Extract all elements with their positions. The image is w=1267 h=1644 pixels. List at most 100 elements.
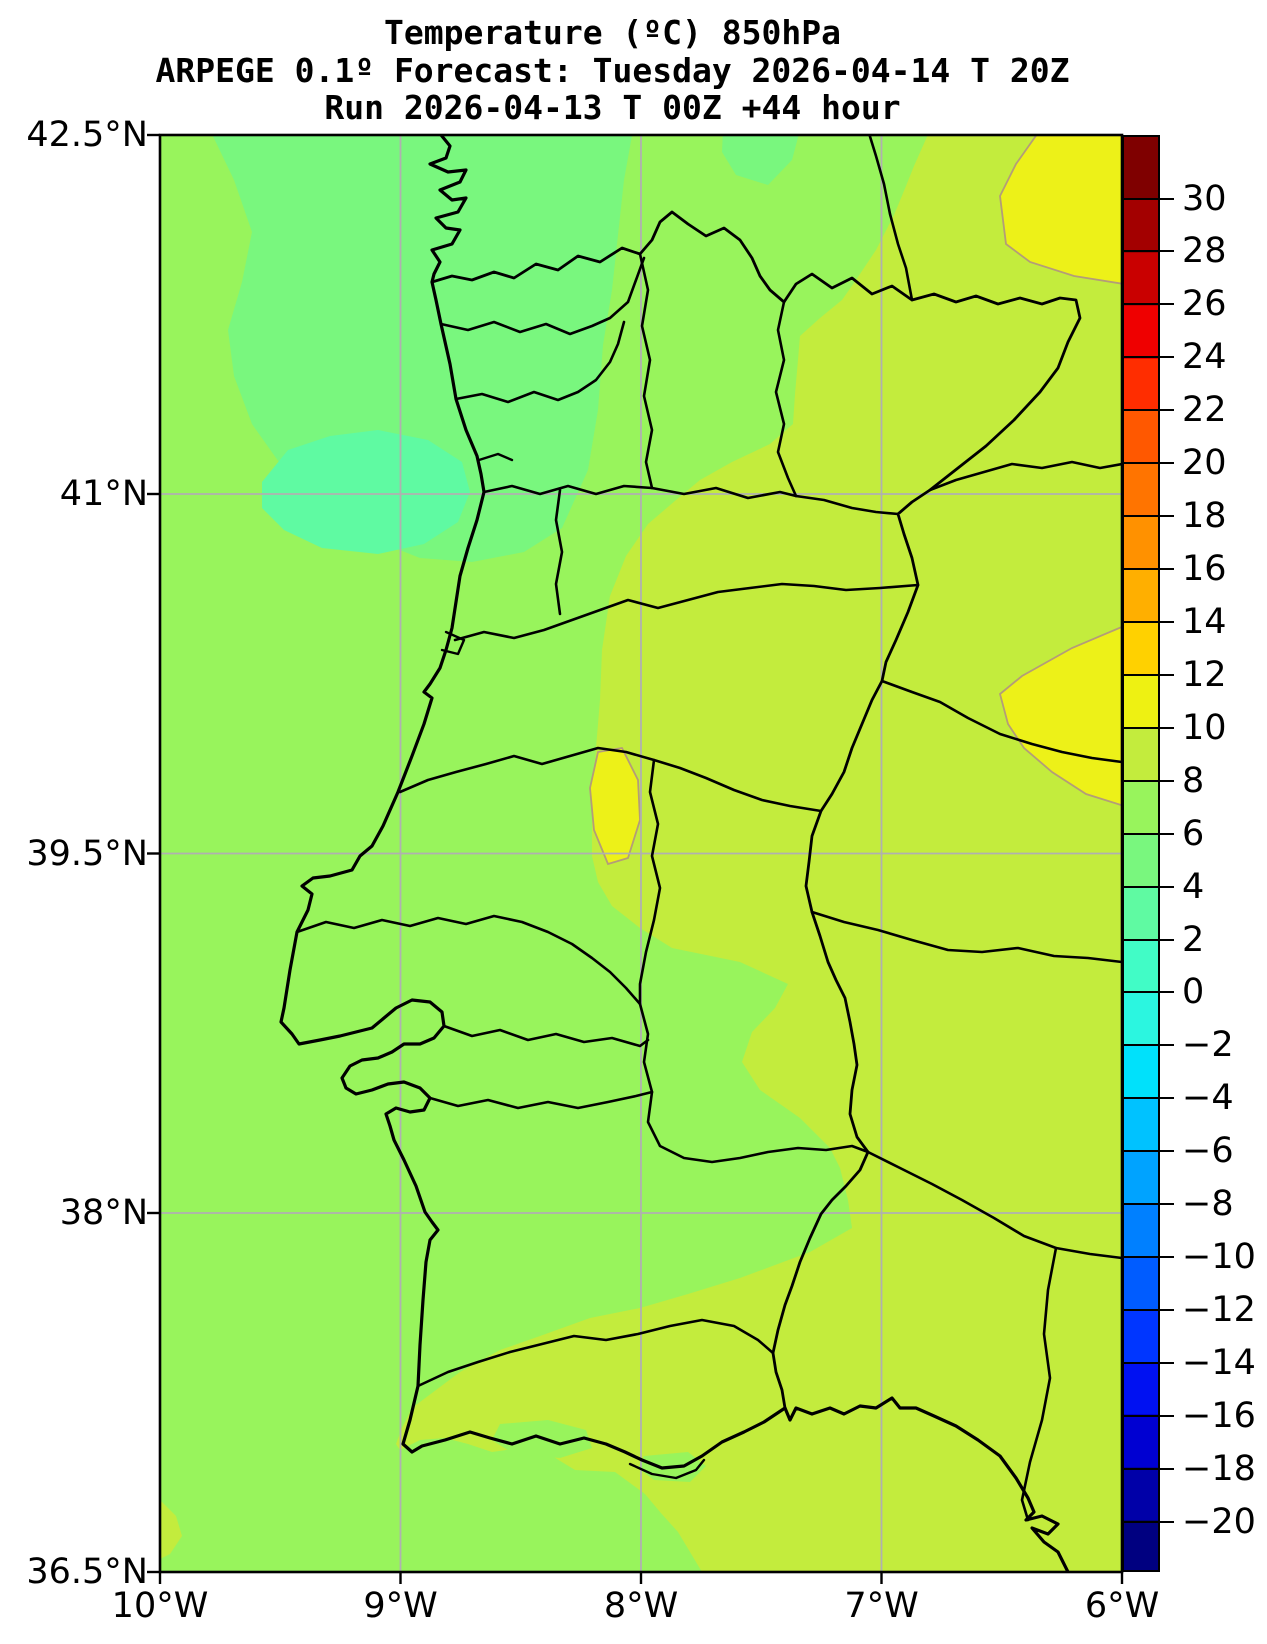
region-borders [295,135,1122,1522]
temp-band-4-6-north-patch [722,135,799,185]
border-huelva-sevilla [1020,1246,1058,1522]
colorbar [1122,135,1160,1572]
colorbar-tick-line [1122,1467,1174,1470]
colorbar-tick-line [1122,1361,1174,1364]
colorbar-tick-line [1122,673,1174,676]
colorbar-tick-line [1122,1520,1174,1523]
coastline-ria-formosa [628,1458,706,1480]
figure-title: Temperature (ºC) 850hPa [384,13,841,52]
colorbar-tick-label: 18 [1182,496,1227,537]
colorbar-tick-label: 22 [1182,390,1227,431]
border-douro-ew [482,484,900,516]
colorbar-tick-line [1122,409,1174,412]
colorbar-segment [1124,411,1158,465]
colorbar-segment [1124,1414,1158,1468]
colorbar-tick-label: 12 [1182,654,1227,695]
colorbar-tick-label: −8 [1182,1184,1234,1225]
y-tick-label: 41°N [59,474,148,514]
x-tick-label: 6°W [1084,1586,1160,1626]
colorbar-tick-label: 0 [1182,972,1205,1013]
colorbar-segment [1124,569,1158,623]
colorbar-segment [1124,780,1158,834]
colorbar-segment [1124,1519,1158,1570]
colorbar-tick-line [1122,938,1174,941]
colorbar-tick-line [1122,832,1174,835]
colorbar-segment [1124,992,1158,1045]
colorbar-tick-label: −6 [1182,1131,1234,1172]
colorbar-segment [1124,939,1158,993]
temp-band-8-10-notch [160,1500,182,1559]
border-aveiro-viseu [554,488,564,616]
temp-band-10-12-northeast [999,135,1122,285]
colorbar-segment [1124,1150,1158,1204]
colorbar-segment [1124,622,1158,676]
colorbar-tick-line [1122,991,1174,994]
colorbar-tick-label: 2 [1182,919,1205,960]
colorbar-tick-label: −14 [1182,1342,1256,1383]
border-braga-porto [454,320,626,404]
colorbar-tick-label: 30 [1182,178,1227,219]
colorbar-tick-label: −2 [1182,1025,1234,1066]
border-braganca-ns [774,300,798,498]
colorbar-segment [1124,1361,1158,1415]
colorbar-tick-line [1122,779,1174,782]
temp-band-10-12-sliver [589,747,641,866]
x-tick-label: 10°W [111,1586,209,1626]
colorbar-tick-label: 20 [1182,443,1227,484]
colorbar-tick-line [1122,726,1174,729]
colorbar-tick-line [1122,1097,1174,1100]
y-tick-label: 39.5°N [26,833,148,874]
colorbar-tick-line [1122,197,1174,200]
border-caceres-badajoz [810,910,1122,964]
colorbar-tick-line [1122,620,1174,623]
colorbar-tick-label: 4 [1182,866,1205,907]
axis-ticks [147,133,1124,1584]
colorbar-segment [1124,728,1158,781]
x-tick-label: 7°W [844,1586,919,1626]
colorbar-tick-line [1122,1309,1174,1311]
colorbar-tick-line [1122,515,1174,518]
colorbar-tick-line [1122,250,1174,253]
country-border-pt-es [430,210,1082,1410]
colorbar-tick-label: 8 [1182,760,1205,801]
colorbar-segment [1124,1097,1158,1151]
colorbar-segment [1124,1044,1158,1098]
colorbar-segment [1124,137,1158,201]
colorbar-segment [1124,1308,1158,1362]
colorbar-segment [1124,1203,1158,1256]
border-coimbra-castelo [398,746,823,813]
x-tick-label: 8°W [603,1586,679,1626]
border-galicia-ns [868,135,914,302]
border-viana-braga [439,256,646,336]
border-badajoz-andalucia [866,1150,1122,1260]
colorbar-tick-line [1122,462,1174,465]
colorbar-segment [1124,464,1158,518]
border-santarem-portalegre-ns [638,758,870,1164]
border-vilareal-ns [638,252,654,490]
temp-band-2-4-pocket [262,430,470,554]
colorbar-tick-line [1122,356,1174,359]
colorbar-segment [1124,358,1158,412]
border-setubal-beja [428,1090,654,1110]
border-zamora-salamanca [928,460,1122,492]
colorbar-tick-line [1122,885,1174,888]
colorbar-segment [1124,675,1158,729]
border-salamanca-caceres [880,679,1122,764]
colorbar-tick-label: −10 [1182,1237,1256,1278]
colorbar-segment [1124,1255,1158,1309]
colorbar-tick-label: −16 [1182,1395,1256,1436]
x-tick-label: 9°W [363,1586,438,1626]
colorbar-segment [1124,305,1158,359]
coastline-douro-mouth [477,452,514,462]
colorbar-segment [1124,833,1158,887]
colorbar-segment [1124,1467,1158,1520]
colorbar-tick-label: −12 [1182,1290,1256,1330]
border-leiria-santarem [295,914,642,1006]
temp-band-10-12-east [998,625,1122,807]
colorbar-tick-line [1122,1044,1174,1047]
colorbar-tick-label: −4 [1182,1078,1234,1119]
coastline-aveiro-lagoon [440,630,466,656]
colorbar-tick-label: 6 [1182,813,1205,854]
